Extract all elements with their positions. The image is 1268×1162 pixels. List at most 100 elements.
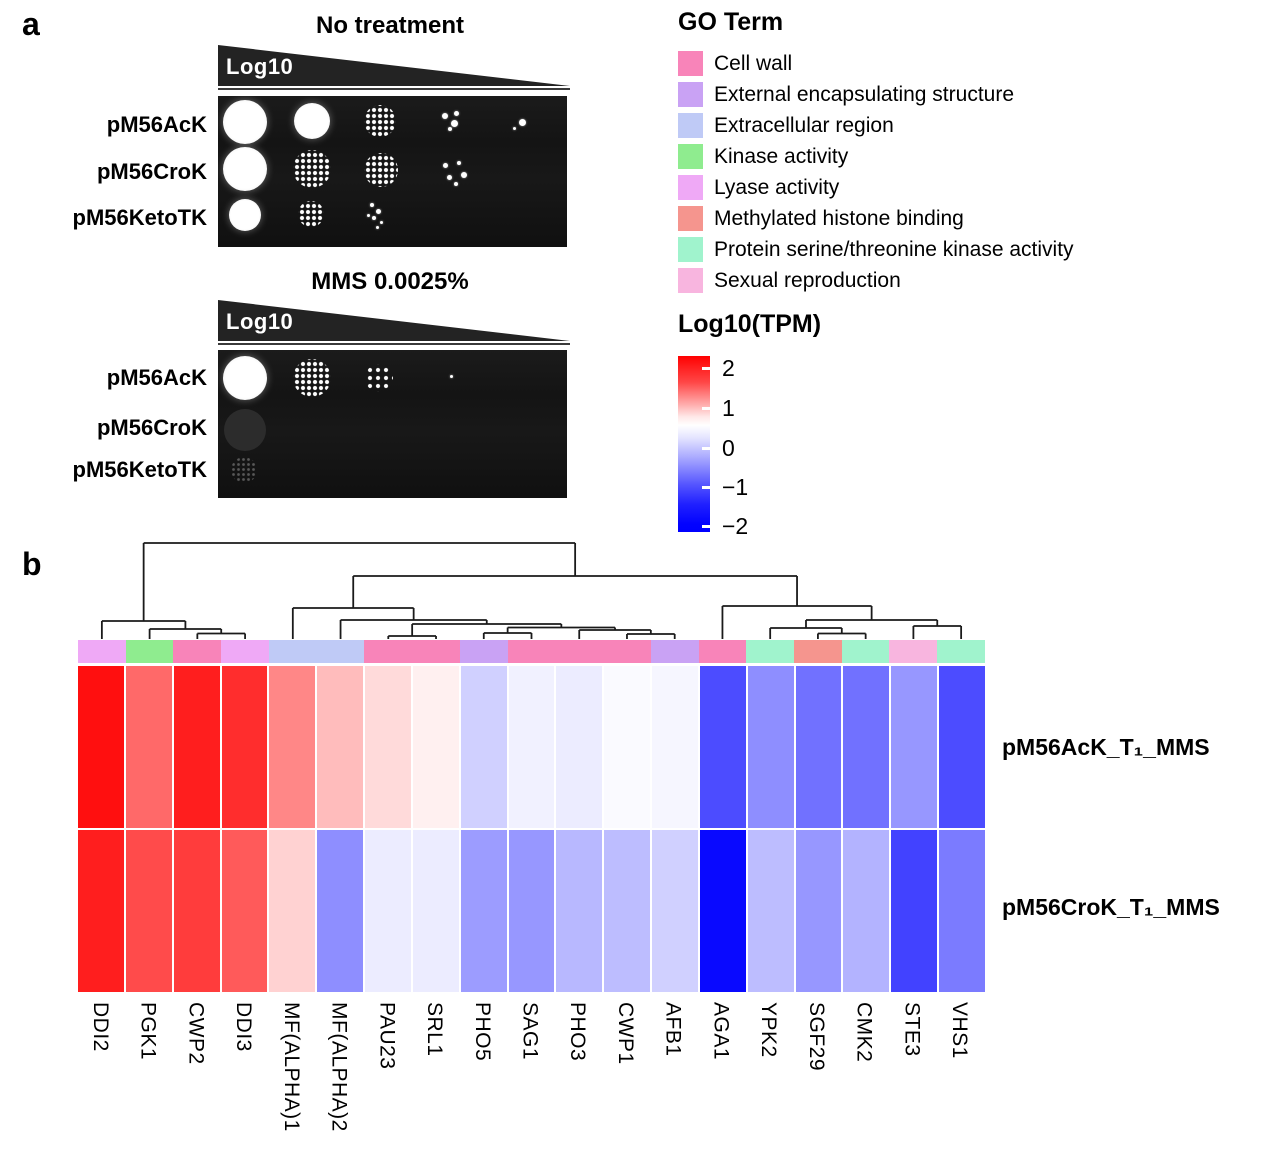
- heatmap-cell: [365, 830, 411, 992]
- go-legend-item: Methylated histone binding: [678, 203, 1074, 234]
- colony-dot: [449, 374, 453, 378]
- colorbar-gradient: [678, 356, 710, 532]
- heatmap-cell: [125, 666, 172, 828]
- go-legend-item: External encapsulating structure: [678, 79, 1074, 110]
- gene-label: CMK2: [852, 1002, 876, 1063]
- heatmap-cell: [221, 666, 268, 828]
- colorbar-tick-label: 2: [722, 355, 735, 381]
- colony-dot: [512, 126, 516, 130]
- legend-swatch: [678, 175, 703, 200]
- gene-label: MF(ALPHA)1: [279, 1002, 303, 1132]
- heatmap-cell: [939, 830, 985, 992]
- gene-label: PAU23: [375, 1002, 399, 1070]
- colony-dot: [379, 220, 383, 224]
- heatmap-row-label: pM56AcK_T₁_MMS: [1002, 734, 1210, 760]
- go-legend-item: Cell wall: [678, 48, 1074, 79]
- gene-label: PHO3: [566, 1002, 590, 1062]
- dilution-wedge-triangle: [218, 300, 570, 345]
- go-annotation-cell: [364, 640, 413, 663]
- heatmap-cell: [173, 666, 220, 828]
- heatmap-cell: [604, 666, 651, 828]
- colony-dot: [453, 110, 459, 116]
- colony-dot: [375, 225, 379, 229]
- go-annotation-cell: [937, 640, 985, 663]
- colony-dot: [461, 172, 467, 178]
- legend-swatch: [678, 268, 703, 293]
- gene-label: AFB1: [661, 1002, 685, 1057]
- heatmap-cell: [795, 830, 842, 992]
- colony-dot: [442, 113, 448, 119]
- legend-swatch: [678, 51, 703, 76]
- go-legend-item: Lyase activity: [678, 172, 1074, 203]
- panel-a-label: a: [22, 6, 40, 42]
- gene-label: SRL1: [423, 1002, 447, 1057]
- dilution-wedge-label: Log10: [226, 54, 294, 79]
- colony-spot: [294, 103, 330, 139]
- colony-dot: [450, 119, 458, 127]
- go-annotation-cell: [746, 640, 795, 663]
- heatmap-cell: [795, 666, 842, 828]
- go-legend-item: Kinase activity: [678, 141, 1074, 172]
- go-annotation-cell: [268, 640, 317, 663]
- colony-dot: [446, 174, 452, 180]
- colony-dot: [442, 162, 448, 168]
- gene-label: DDI3: [232, 1002, 256, 1052]
- heatmap-grid: [78, 666, 985, 992]
- legend-label: Extracellular region: [714, 113, 894, 137]
- go-legend-item: Extracellular region: [678, 110, 1074, 141]
- go-annotation-cell: [650, 640, 699, 663]
- go-annotation-cell: [794, 640, 842, 663]
- legend-swatch: [678, 206, 703, 231]
- heatmap-cell: [843, 666, 890, 828]
- colony-spot: [364, 105, 396, 137]
- colony-dot: [448, 127, 452, 131]
- colony-spot: [293, 150, 331, 188]
- heatmap-cell: [699, 666, 746, 828]
- colorbar-tick-mark: [702, 486, 711, 489]
- go-legend-item: Protein serine/threonine kinase activity: [678, 234, 1074, 265]
- go-annotation-cell: [698, 640, 747, 663]
- legend-label: Methylated histone binding: [714, 206, 964, 230]
- colorbar-title: Log10(TPM): [678, 310, 822, 338]
- colorbar-tick-label: 0: [722, 435, 735, 461]
- heatmap-cell: [891, 830, 938, 992]
- go-annotation-cell: [125, 640, 174, 663]
- heatmap-cell: [317, 666, 364, 828]
- strain-label: pM56AcK: [106, 112, 207, 137]
- plate-title-no-treatment: No treatment: [315, 12, 465, 39]
- colorbar-tick-mark: [702, 367, 711, 370]
- legend-swatch: [678, 144, 703, 169]
- heatmap-cell: [221, 830, 268, 992]
- heatmap-cell: [508, 666, 555, 828]
- colony-spot: [293, 359, 331, 397]
- colony-dot: [370, 203, 374, 207]
- heatmap-cell: [556, 830, 603, 992]
- gene-label: SAG1: [518, 1002, 542, 1061]
- legend-swatch: [678, 237, 703, 262]
- colony-dot: [375, 208, 381, 214]
- go-annotation-cell: [221, 640, 269, 663]
- go-annotation-cell: [507, 640, 556, 663]
- legend-label: Lyase activity: [714, 175, 840, 199]
- heatmap-cell: [652, 666, 698, 828]
- heatmap-cell: [412, 830, 459, 992]
- heatmap-cell: [891, 666, 938, 828]
- go-annotation-cell: [78, 640, 126, 663]
- legend-swatch: [678, 82, 703, 107]
- heatmap-cell: [604, 830, 651, 992]
- colorbar-tick-mark: [702, 407, 711, 410]
- dilution-wedge-label: Log10: [226, 309, 294, 334]
- heatmap-cell: [939, 666, 985, 828]
- gene-label: YPK2: [757, 1002, 781, 1058]
- dilution-wedge-2: Log10: [218, 300, 570, 346]
- colony-dot: [372, 216, 376, 220]
- dilution-wedge-1: Log10: [218, 45, 570, 91]
- plate-title-mms: MMS 0.0025%: [311, 268, 469, 295]
- heatmap-cell: [843, 830, 890, 992]
- go-legend-title: GO Term: [678, 8, 784, 36]
- strain-label: pM56KetoTK: [72, 457, 207, 482]
- go-annotation-cell: [841, 640, 890, 663]
- gene-label: CWP2: [184, 1002, 208, 1065]
- heatmap-cell: [412, 666, 459, 828]
- colorbar-tick-label: −1: [722, 474, 749, 500]
